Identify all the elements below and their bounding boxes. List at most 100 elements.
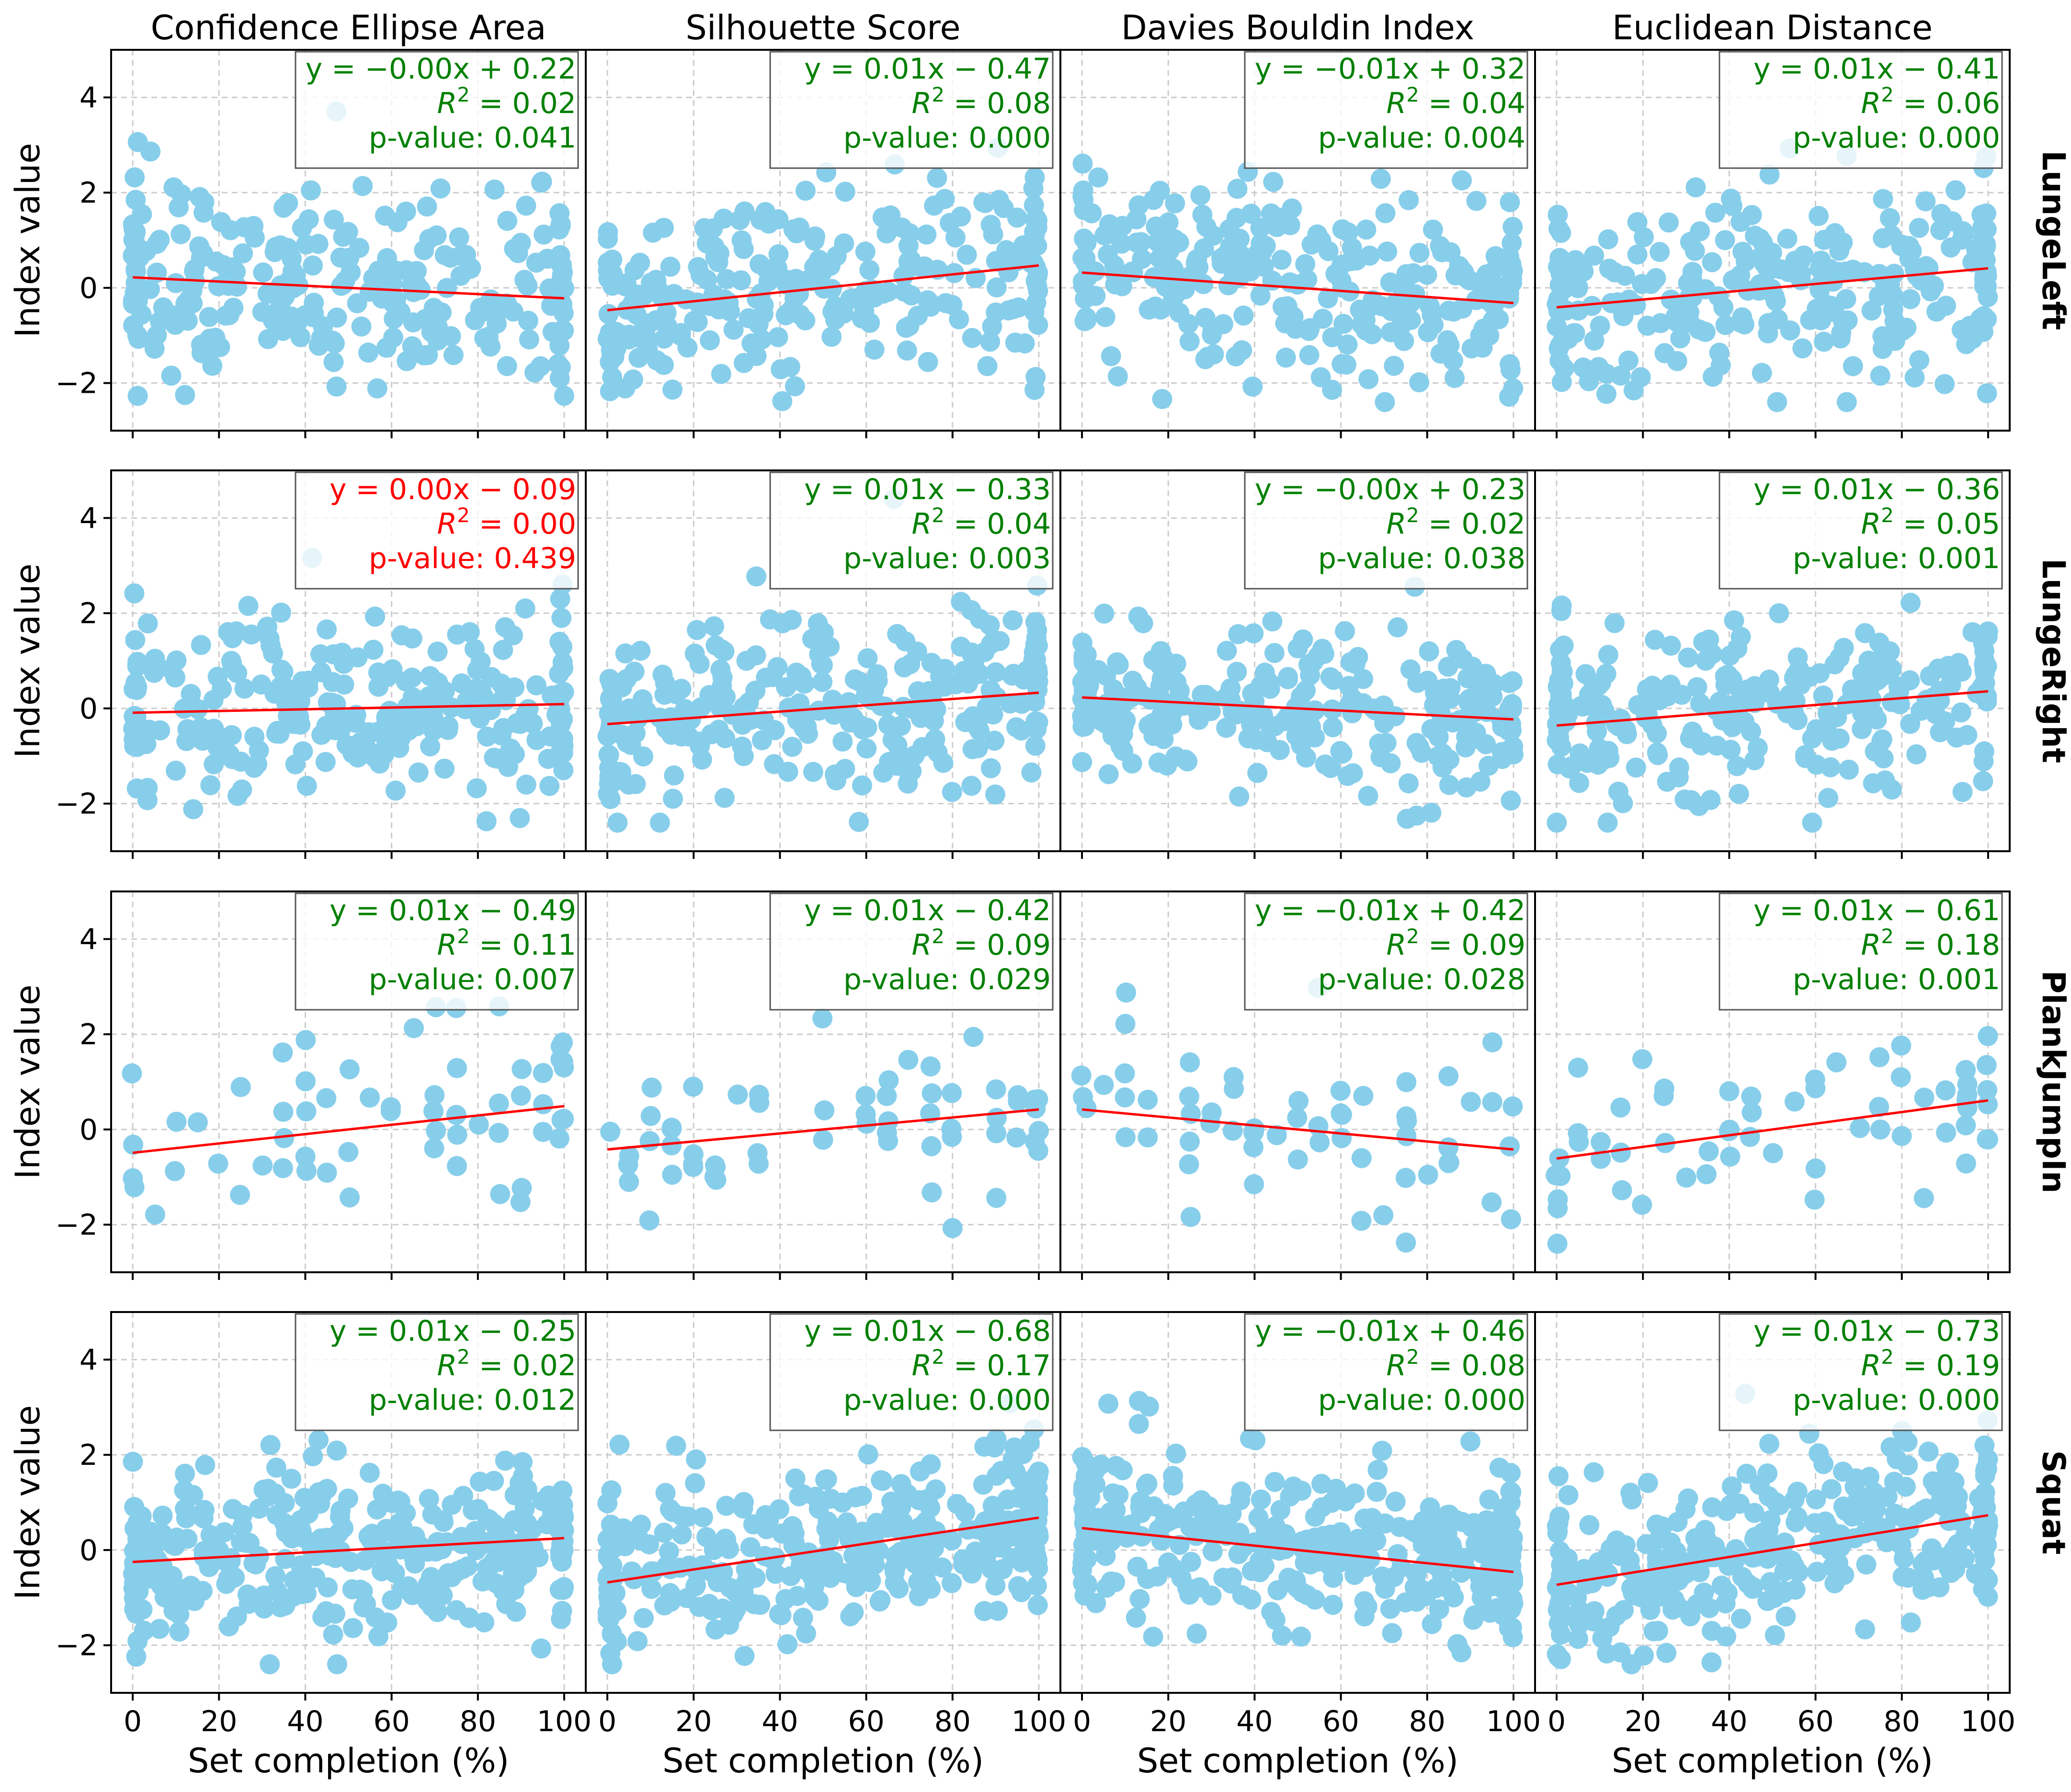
regression-annotation-box — [295, 471, 579, 590]
scatter-point — [127, 1575, 148, 1596]
scatter-point — [1028, 1121, 1049, 1141]
scatter-point — [398, 1576, 419, 1597]
scatter-point — [812, 672, 833, 692]
scatter-point — [1232, 1585, 1252, 1606]
scatter-point — [1598, 229, 1618, 250]
scatter-point — [298, 677, 319, 698]
scatter-point — [1806, 1489, 1826, 1510]
x-tick-label: 60 — [1322, 1705, 1359, 1738]
scatter-point — [551, 714, 571, 734]
scatter-point — [199, 307, 219, 327]
scatter-point — [446, 1600, 467, 1621]
p-value-text: p-value: 0.007 — [369, 963, 576, 996]
scatter-point — [140, 1521, 160, 1542]
scatter-point — [661, 707, 682, 728]
scatter-point — [1028, 1089, 1048, 1109]
scatter-point — [374, 744, 394, 765]
scatter-point — [1266, 1125, 1287, 1145]
scatter-point — [977, 356, 998, 377]
scatter-point — [1186, 1623, 1207, 1644]
scatter-point — [1001, 1514, 1022, 1534]
scatter-point — [750, 254, 770, 274]
scatter-point — [350, 1579, 371, 1600]
scatter-point — [1722, 195, 1742, 216]
scatter-point — [1228, 624, 1249, 644]
scatter-point — [740, 1537, 761, 1557]
x-tick-label: 0 — [1073, 1705, 1091, 1738]
scatter-point — [748, 1153, 769, 1174]
scatter-point — [1171, 1567, 1192, 1588]
scatter-point — [1891, 1126, 1912, 1146]
scatter-point — [619, 1146, 639, 1166]
scatter-point — [551, 608, 572, 628]
scatter-point — [659, 1541, 679, 1562]
scatter-point — [1385, 1491, 1406, 1512]
scatter-point — [1715, 230, 1735, 251]
scatter-point — [1412, 1535, 1433, 1555]
scatter-point — [323, 352, 344, 372]
regression-line — [607, 691, 1039, 726]
scatter-point — [1759, 164, 1780, 185]
scatter-point — [390, 1491, 410, 1512]
scatter-point — [1971, 246, 1992, 266]
scatter-point — [311, 725, 332, 745]
scatter-point — [1501, 1209, 1521, 1230]
scatter-point — [1470, 1576, 1491, 1597]
scatter-point — [1548, 754, 1568, 775]
scatter-point — [132, 1599, 153, 1620]
scatter-point — [1024, 657, 1045, 677]
scatter-point — [607, 812, 628, 833]
scatter-point — [459, 622, 480, 642]
regression-line — [132, 1105, 565, 1154]
scatter-point — [898, 761, 919, 782]
scatter-point — [1784, 1091, 1805, 1112]
regression-annotation-box — [769, 471, 1054, 590]
regression-line — [1556, 267, 1989, 309]
scatter-point — [1579, 1515, 1600, 1535]
scatter-point — [149, 229, 170, 250]
scatter-point — [1882, 779, 1902, 800]
scatter-point — [1684, 275, 1705, 296]
scatter-point — [1074, 1535, 1095, 1555]
scatter-point — [1896, 318, 1917, 338]
scatter-point — [503, 301, 523, 322]
scatter-point — [797, 717, 817, 737]
scatter-point — [920, 1553, 941, 1574]
scatter-point — [1480, 1511, 1501, 1531]
scatter-point — [349, 238, 370, 258]
scatter-point — [835, 759, 855, 779]
scatter-point — [1075, 1466, 1096, 1486]
scatter-point — [1028, 1558, 1048, 1579]
scatter-point — [732, 736, 752, 757]
x-tick-label: 20 — [1625, 1705, 1661, 1738]
scatter-point — [1481, 1528, 1502, 1548]
r-squared-text: R2 = 0.18 — [1861, 925, 2000, 962]
scatter-point — [512, 1561, 532, 1582]
scatter-point — [854, 674, 875, 695]
scatter-point — [165, 667, 186, 688]
scatter-point — [1318, 288, 1338, 308]
scatter-point — [490, 1184, 511, 1204]
scatter-point — [327, 1654, 347, 1675]
scatter-point — [1407, 673, 1428, 693]
scatter-point — [1719, 1081, 1740, 1102]
p-value-text: p-value: 0.028 — [1318, 963, 1525, 996]
scatter-point — [688, 257, 708, 277]
scatter-point — [835, 182, 855, 202]
scatter-point — [427, 1532, 448, 1552]
scatter-point — [639, 1210, 660, 1231]
scatter-point — [1464, 1605, 1485, 1626]
panel-frame — [1534, 49, 2011, 432]
scatter-point — [123, 290, 143, 310]
scatter-point — [1076, 1487, 1097, 1507]
scatter-point — [396, 260, 417, 281]
scatter-point — [165, 1161, 185, 1181]
scatter-point — [684, 643, 705, 664]
scatter-point — [1820, 757, 1841, 777]
scatter-point — [1852, 719, 1872, 740]
regression-equation: y = −0.01x + 0.46 — [1255, 1314, 1525, 1348]
scatter-point — [1011, 1582, 1032, 1602]
x-tick-label: 40 — [287, 1705, 323, 1738]
